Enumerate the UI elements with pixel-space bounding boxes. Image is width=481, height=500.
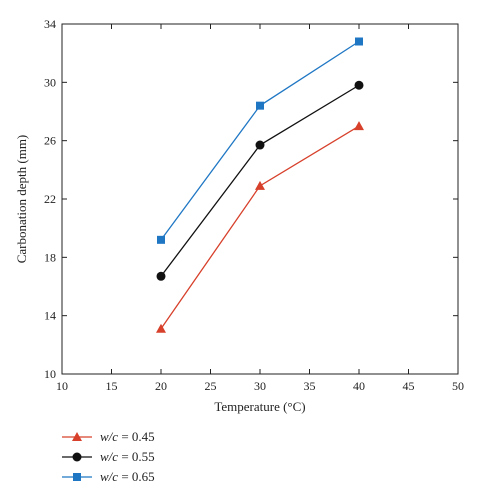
x-tick-label: 30 [254,379,266,393]
data-point [255,140,265,150]
x-tick-label: 35 [304,379,316,393]
series-0 [156,121,364,333]
data-point [255,180,265,190]
y-axis-label: Carbonation depth (mm) [14,135,29,264]
legend-item-1: w/c = 0.55 [62,449,155,464]
data-point [355,37,363,46]
series-layer [156,37,364,333]
series-2 [157,37,363,244]
data-point [256,101,264,110]
x-tick-label: 25 [205,379,217,393]
legend-label-value: = 0.45 [118,429,155,444]
y-tick-label: 14 [44,309,56,323]
y-tick-label: 34 [44,17,56,31]
legend-label-prefix: w/c [100,449,118,464]
legend: w/c = 0.45w/c = 0.55w/c = 0.65 [62,429,155,484]
data-point [157,235,165,244]
series-1 [156,80,364,281]
legend-marker [73,473,81,481]
series-line [160,84,360,277]
legend-label-prefix: w/c [100,469,118,484]
legend-label-value: = 0.55 [118,449,155,464]
y-tick-label: 22 [44,192,56,206]
y-tick-label: 18 [44,250,56,264]
x-axis-label: Temperature (°C) [214,399,305,414]
data-point [156,271,166,281]
plot-frame [61,23,459,375]
data-point [156,323,166,333]
series-line [160,125,360,330]
y-tick-label: 26 [44,134,56,148]
y-tick-label: 10 [44,367,56,381]
x-tick-label: 45 [403,379,415,393]
x-tick-label: 10 [56,379,68,393]
legend-label-value: = 0.65 [118,469,155,484]
x-tick-label: 20 [155,379,167,393]
legend-item-0: w/c = 0.45 [62,429,155,444]
x-tick-label: 15 [106,379,118,393]
legend-label: w/c = 0.45 [100,429,155,444]
legend-marker [72,452,82,462]
x-tick-label: 40 [353,379,365,393]
legend-label-prefix: w/c [100,429,118,444]
legend-marker [72,432,82,441]
data-point [354,121,364,131]
y-tick-label: 30 [44,75,56,89]
axes: 10 15 20 25 30 35 40 45 50 10 14 18 22 26 30 34 [44,17,464,393]
legend-label: w/c = 0.55 [100,449,155,464]
legend-label: w/c = 0.65 [100,469,155,484]
data-point [354,80,364,90]
x-tick-label: 50 [452,379,464,393]
legend-item-2: w/c = 0.65 [62,469,155,484]
